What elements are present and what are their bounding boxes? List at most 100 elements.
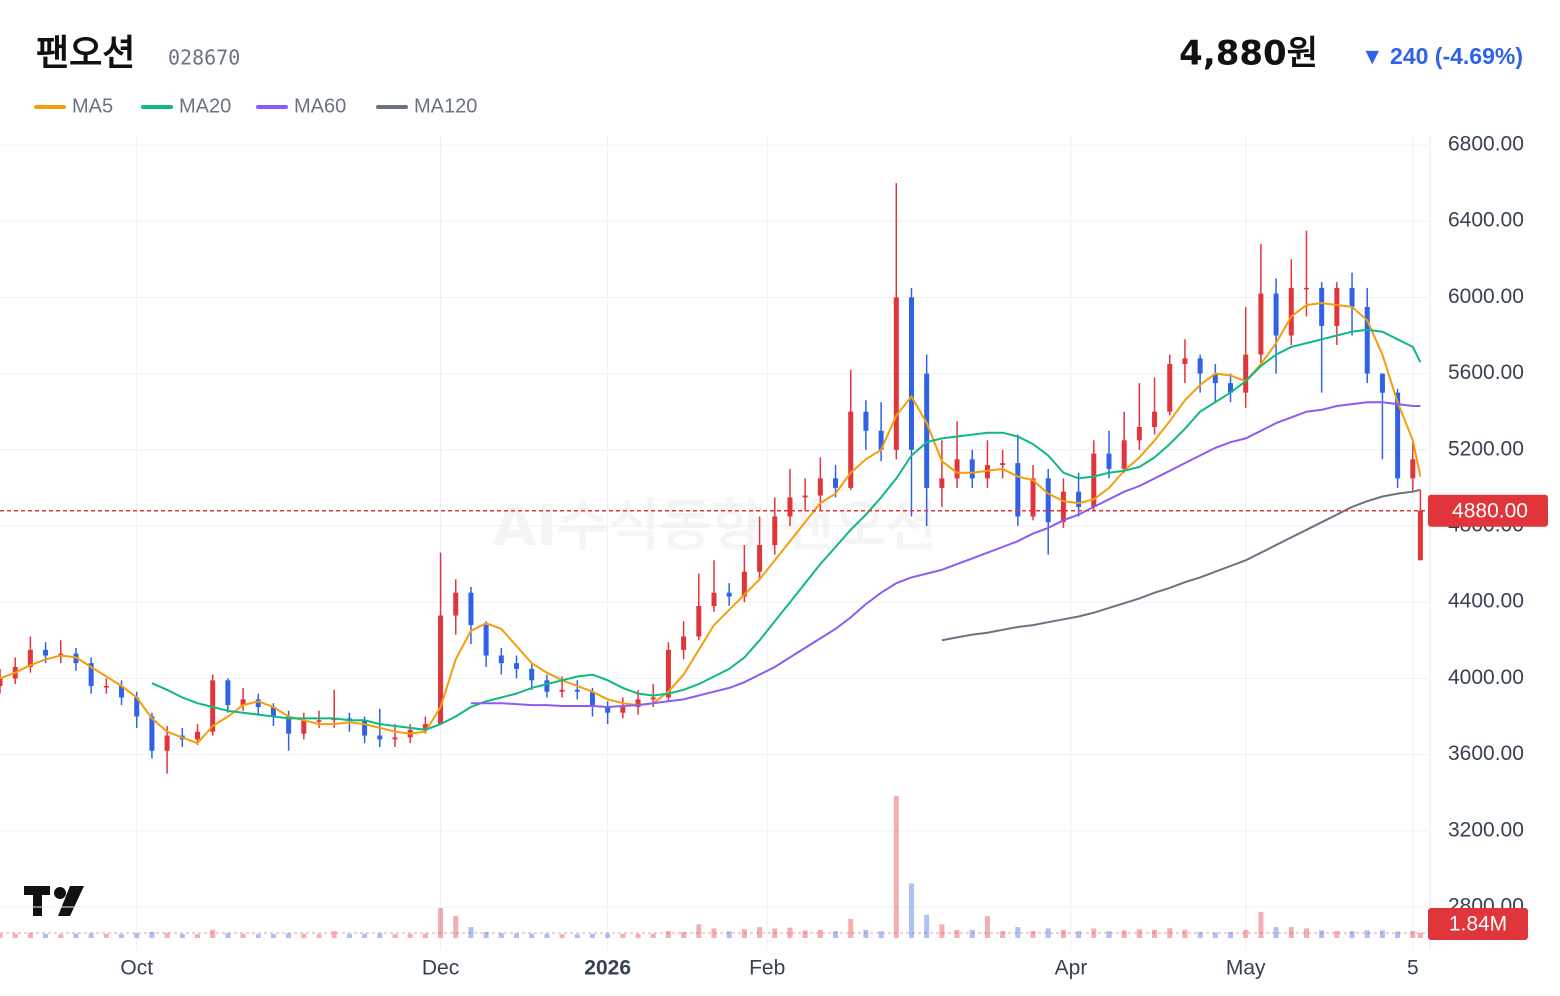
candle-body [194,731,200,740]
candle-body [1106,453,1112,469]
ma-line [941,488,1421,642]
price-badge [1428,494,1548,527]
volume-bar [893,796,899,938]
candle-body [1060,491,1066,523]
candle-body [134,697,140,717]
candle-body [726,592,732,597]
candle-body [1015,463,1021,517]
candle-body [529,668,535,681]
candle-body [1152,411,1158,427]
candle-body [301,720,307,734]
candle-body [1303,287,1309,290]
volume-bar [863,929,869,938]
candle-body [1121,440,1127,469]
volume-bar [194,934,200,938]
x-tick-label: Oct [120,957,153,980]
candle-body [574,689,580,692]
volume-bar [605,933,611,938]
volume-bar [620,933,626,938]
price-badge-label: 4880.00 [1452,499,1528,522]
volume-bar [331,931,337,938]
candle-body [1417,510,1423,561]
volume-bar [286,933,292,938]
candle-body [954,459,960,479]
volume-bar [270,933,276,938]
volume-bar [0,933,3,938]
volume-bar [1334,930,1340,938]
volume-bar [27,933,33,938]
candle-body [1136,426,1142,441]
candle-body [149,716,155,751]
volume-bar [848,918,854,938]
candle-body [650,697,656,700]
volume-bar [969,929,975,938]
y-tick-label: 4000.00 [1448,666,1524,689]
volume-bar [954,929,960,938]
volume-bar [88,933,94,938]
candle-body [119,686,125,698]
candle-body [802,495,808,498]
candle-body [1288,287,1294,336]
candle-body [848,411,854,488]
candle-body [286,716,292,734]
volume-bar [453,916,459,938]
price-change: ▼ 240 (-4.69%) [1361,43,1523,69]
candle-body [772,516,778,546]
volume-bar [681,932,687,938]
x-tick-label: Apr [1055,957,1088,980]
candle-body [605,706,611,713]
volume-bar [255,934,261,938]
volume-bar [1364,930,1370,938]
y-tick-label: 3600.00 [1448,742,1524,765]
volume-bar [1182,929,1188,938]
volume-bar [878,931,884,938]
x-tick-label: 2026 [584,957,631,980]
volume-bar [240,933,246,938]
volume-bar [225,933,231,938]
candle-body [757,545,763,572]
volume-bar [726,931,732,938]
candle-body [88,663,94,687]
candle-body [438,615,444,725]
volume-bar [210,929,216,938]
candle-body [514,663,520,669]
volume-bar [650,933,656,938]
candle-body [1182,358,1188,365]
volume-bar [316,934,322,938]
candle-body [270,706,276,717]
stock-code: 028670 [168,46,240,70]
ma-line [151,328,1422,731]
volume-bar [1045,928,1051,938]
volume-bar [483,932,489,938]
volume-bar [665,931,671,938]
ma-line [470,401,1421,709]
x-tick-label: Feb [749,957,785,980]
stock-name: 팬오션 [36,33,135,74]
y-tick-label: 3200.00 [1448,818,1524,841]
candle-body [833,478,839,488]
candle-body [316,720,322,722]
candle-body [620,706,626,713]
candle-body [787,497,793,517]
volume-bar [164,932,170,938]
volume-bar [787,927,793,938]
volume-bar [1379,930,1385,938]
volume-bar [498,933,504,938]
candle-body [422,724,428,730]
candle-body [362,720,368,736]
candle-body [635,699,641,707]
candle-body [377,735,383,740]
candle-body [893,297,899,450]
volume-bar [1076,931,1082,938]
volume-bar [1228,932,1234,938]
candle-body [939,478,945,488]
volume-bar [559,934,565,938]
volume-bar [407,933,413,938]
x-tick-label: May [1226,957,1266,980]
volume-bar [741,929,747,938]
volume-bar [696,924,702,938]
candle-body [27,649,33,667]
candle-body [1410,459,1416,479]
volume-bar [362,933,368,938]
